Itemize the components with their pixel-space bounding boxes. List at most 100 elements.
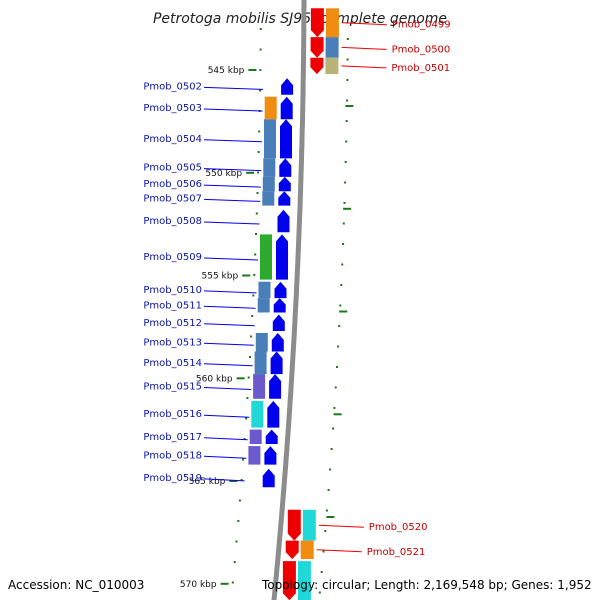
- gene-arrow-forward: [269, 374, 282, 399]
- cog-box: [263, 158, 276, 177]
- gene-arrow-forward: [280, 96, 293, 120]
- track-dot: [332, 427, 335, 430]
- track-dot: [251, 315, 254, 317]
- track-dot: [240, 479, 243, 481]
- minor-tick: [345, 105, 354, 107]
- gene-label: Pmob_0518: [143, 450, 202, 461]
- cog-box: [257, 298, 270, 313]
- kbp-tick: [242, 274, 251, 277]
- track-dot: [320, 571, 323, 573]
- track-dot: [345, 120, 348, 122]
- minor-tick: [333, 413, 342, 416]
- gene-leader-line: [203, 387, 252, 390]
- track-dot: [346, 99, 349, 102]
- track-dot: [255, 233, 257, 235]
- track-dot: [336, 366, 338, 368]
- track-dot: [242, 458, 245, 461]
- track-dot: [257, 151, 260, 153]
- gene-arrow-forward: [265, 429, 278, 444]
- track-dot: [324, 530, 327, 532]
- track-dot: [346, 58, 349, 61]
- kbp-tick-track: 545 kbp 550 kbp 555 kbp 560 kbp 565 kbp 570 k…: [180, 66, 354, 590]
- kbp-tick: [246, 171, 255, 174]
- gene-label: Pmob_0514: [143, 358, 202, 369]
- gene-leader-line: [203, 257, 259, 261]
- track-dot: [235, 540, 238, 543]
- cog-box: [253, 374, 266, 399]
- track-dot: [318, 591, 321, 594]
- gene-label: Pmob_0504: [143, 134, 202, 145]
- kbp-tick-label: 550 kbp: [205, 169, 242, 179]
- gene-label: Pmob_0508: [143, 216, 202, 227]
- cog-box: [262, 176, 275, 192]
- gene-label: Pmob_0503: [143, 103, 202, 114]
- gene-label: Pmob_0500: [392, 44, 451, 55]
- gene-label: Pmob_0521: [367, 547, 426, 558]
- track-dot: [344, 161, 347, 163]
- track-dot: [231, 581, 234, 584]
- gene-arrow-reverse: [282, 561, 296, 600]
- track-dot: [254, 253, 257, 256]
- gene-label: Pmob_0511: [143, 300, 202, 311]
- track-dot: [338, 325, 341, 327]
- gene-arrow-forward: [267, 400, 280, 428]
- track-dot: [345, 140, 348, 143]
- track-dot: [255, 212, 258, 215]
- gene-label: Pmob_0512: [143, 318, 202, 329]
- track-dot: [341, 263, 344, 266]
- track-dot: [333, 407, 336, 409]
- gene-leader-line: [203, 139, 263, 143]
- cog-box: [297, 561, 311, 600]
- gene-leader-line: [316, 549, 362, 553]
- track-dot: [259, 89, 262, 92]
- track-dot: [237, 520, 240, 522]
- kbp-tick: [248, 69, 257, 71]
- cog-box: [255, 333, 268, 352]
- cog-color-track: [248, 8, 339, 600]
- track-dot: [329, 468, 332, 471]
- genome-title: Petrotoga mobilis SJ95, complete genome: [153, 11, 447, 27]
- accession-text: Accession: NC_010003: [8, 578, 145, 592]
- track-dot: [245, 417, 248, 420]
- cog-box: [264, 96, 277, 120]
- kbp-tick: [236, 377, 245, 380]
- gene-leader-line: [341, 65, 387, 69]
- gene-leader-line: [203, 342, 254, 346]
- gene-label: Pmob_0505: [143, 163, 202, 174]
- cog-box: [258, 281, 271, 299]
- track-dot: [334, 386, 337, 389]
- cog-box: [248, 446, 261, 465]
- gene-arrow-forward: [278, 191, 291, 206]
- kbp-tick-label: 560 kbp: [196, 374, 233, 384]
- gene-leader-line: [203, 455, 247, 459]
- track-dot: [233, 561, 236, 563]
- gene-label: Pmob_0515: [143, 382, 202, 393]
- gene-leader-line: [341, 22, 387, 26]
- gene-leader-line: [203, 221, 260, 225]
- track-dot: [342, 222, 345, 225]
- cog-box: [251, 400, 264, 428]
- gene-label: Pmob_0501: [391, 63, 450, 74]
- gene-label: Pmob_0506: [143, 179, 202, 190]
- track-dot: [322, 550, 325, 553]
- gene-leader-line: [203, 86, 264, 90]
- gene-arrow-forward: [270, 351, 283, 375]
- track-dot: [343, 202, 346, 204]
- gene-arrow-reverse: [310, 57, 324, 75]
- gene-leader-line: [203, 305, 256, 309]
- track-dot: [259, 28, 262, 30]
- topology-text: Topology: circular; Length: 2,169,548 bp…: [262, 578, 592, 592]
- track-dot: [339, 304, 342, 307]
- kbp-tick-label: 545 kbp: [208, 66, 245, 76]
- gene-label: Pmob_0519: [143, 473, 202, 484]
- track-dot: [259, 48, 262, 51]
- cog-box: [325, 8, 339, 38]
- track-dot: [327, 489, 330, 491]
- gene-arrow-forward: [271, 333, 284, 352]
- track-dot: [344, 181, 347, 184]
- gene-label: Pmob_0520: [369, 522, 428, 533]
- gene-label: Pmob_0510: [143, 285, 202, 296]
- gene-leader-line: [203, 168, 262, 172]
- track-dot: [243, 438, 246, 440]
